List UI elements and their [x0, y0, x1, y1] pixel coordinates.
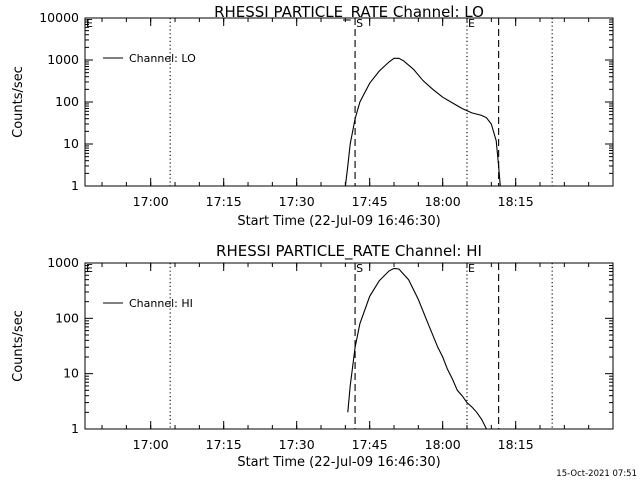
y-tick-label: 10000 — [39, 10, 79, 25]
x-axis-label: Start Time (22-Jul-09 16:46:30) — [237, 214, 440, 229]
x-tick-label: 18:15 — [498, 194, 534, 209]
marker-label: E — [468, 17, 475, 30]
marker-label: E — [468, 262, 475, 275]
y-tick-label: 10 — [63, 136, 79, 151]
x-tick-label: 17:00 — [133, 194, 169, 209]
chart-title: RHESSI PARTICLE_RATE Channel: HI — [216, 242, 482, 261]
legend-label: Channel: HI — [129, 297, 193, 310]
y-tick-label: 1 — [71, 421, 79, 436]
x-axis-label: Start Time (22-Jul-09 16:46:30) — [237, 455, 440, 470]
x-tick-label: 18:00 — [425, 194, 461, 209]
marker-label: S — [356, 262, 363, 275]
x-tick-label: 18:00 — [425, 437, 461, 452]
y-axis-label: Counts/sec — [11, 66, 26, 138]
x-tick-label: 17:30 — [279, 194, 315, 209]
marker-label: E — [86, 17, 93, 30]
x-tick-label: 17:15 — [206, 194, 242, 209]
plot-frame — [84, 17, 614, 187]
panel-hi: RHESSI PARTICLE_RATE Channel: HI 1 10 100 10… — [11, 242, 614, 470]
panel-lo: RHESSI PARTICLE_RATE Channel: LO 1 10 100 10… — [11, 3, 614, 229]
marker-label: S — [356, 17, 363, 30]
legend-label: Channel: LO — [129, 52, 196, 65]
y-tick-label: 100 — [55, 310, 79, 325]
marker-label: E — [86, 262, 93, 275]
y-tick-label: 1000 — [47, 255, 79, 270]
y-tick-label: 1 — [71, 178, 79, 193]
y-tick-label: 10 — [63, 366, 79, 381]
plot-frame — [84, 262, 614, 430]
x-tick-label: 17:45 — [352, 194, 388, 209]
series-line — [344, 57, 501, 187]
x-tick-label: 18:15 — [498, 437, 534, 452]
x-tick-label: 17:45 — [352, 437, 388, 452]
timestamp: 15-Oct-2021 07:51 — [556, 469, 637, 479]
x-tick-label: 17:15 — [206, 437, 242, 452]
y-tick-label: 100 — [55, 94, 79, 109]
x-tick-label: 17:00 — [133, 437, 169, 452]
chart-title: RHESSI PARTICLE_RATE Channel: LO — [214, 3, 484, 22]
x-tick-label: 17:30 — [279, 437, 315, 452]
y-tick-label: 1000 — [47, 52, 79, 67]
series-line — [347, 267, 487, 430]
y-axis-label: Counts/sec — [11, 310, 26, 382]
